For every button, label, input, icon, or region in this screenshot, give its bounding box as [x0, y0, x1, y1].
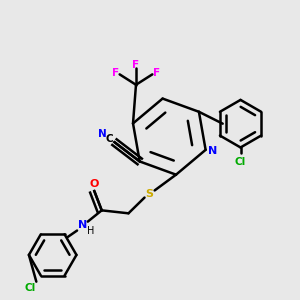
- Text: N: N: [98, 129, 106, 139]
- Text: H: H: [87, 226, 94, 236]
- Text: C: C: [105, 134, 113, 144]
- Text: F: F: [112, 68, 119, 78]
- Text: F: F: [132, 60, 140, 70]
- Text: Cl: Cl: [25, 283, 36, 292]
- Text: F: F: [153, 68, 161, 78]
- Text: N: N: [78, 220, 87, 230]
- Text: O: O: [90, 179, 99, 190]
- Text: S: S: [145, 189, 153, 199]
- Text: N: N: [208, 146, 217, 156]
- Text: Cl: Cl: [235, 157, 246, 167]
